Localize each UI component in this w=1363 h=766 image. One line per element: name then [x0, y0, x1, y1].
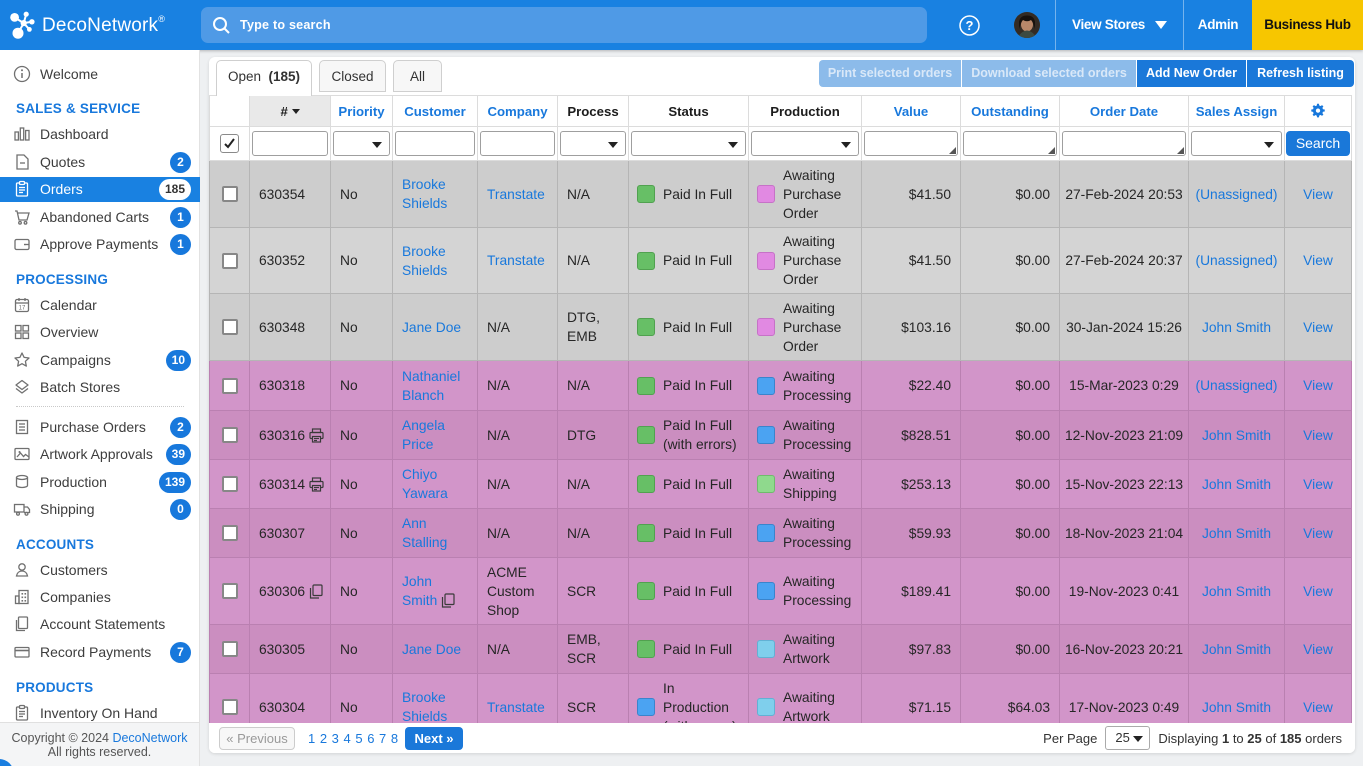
svg-text:17: 17: [19, 306, 26, 312]
svg-text:?: ?: [966, 18, 974, 33]
